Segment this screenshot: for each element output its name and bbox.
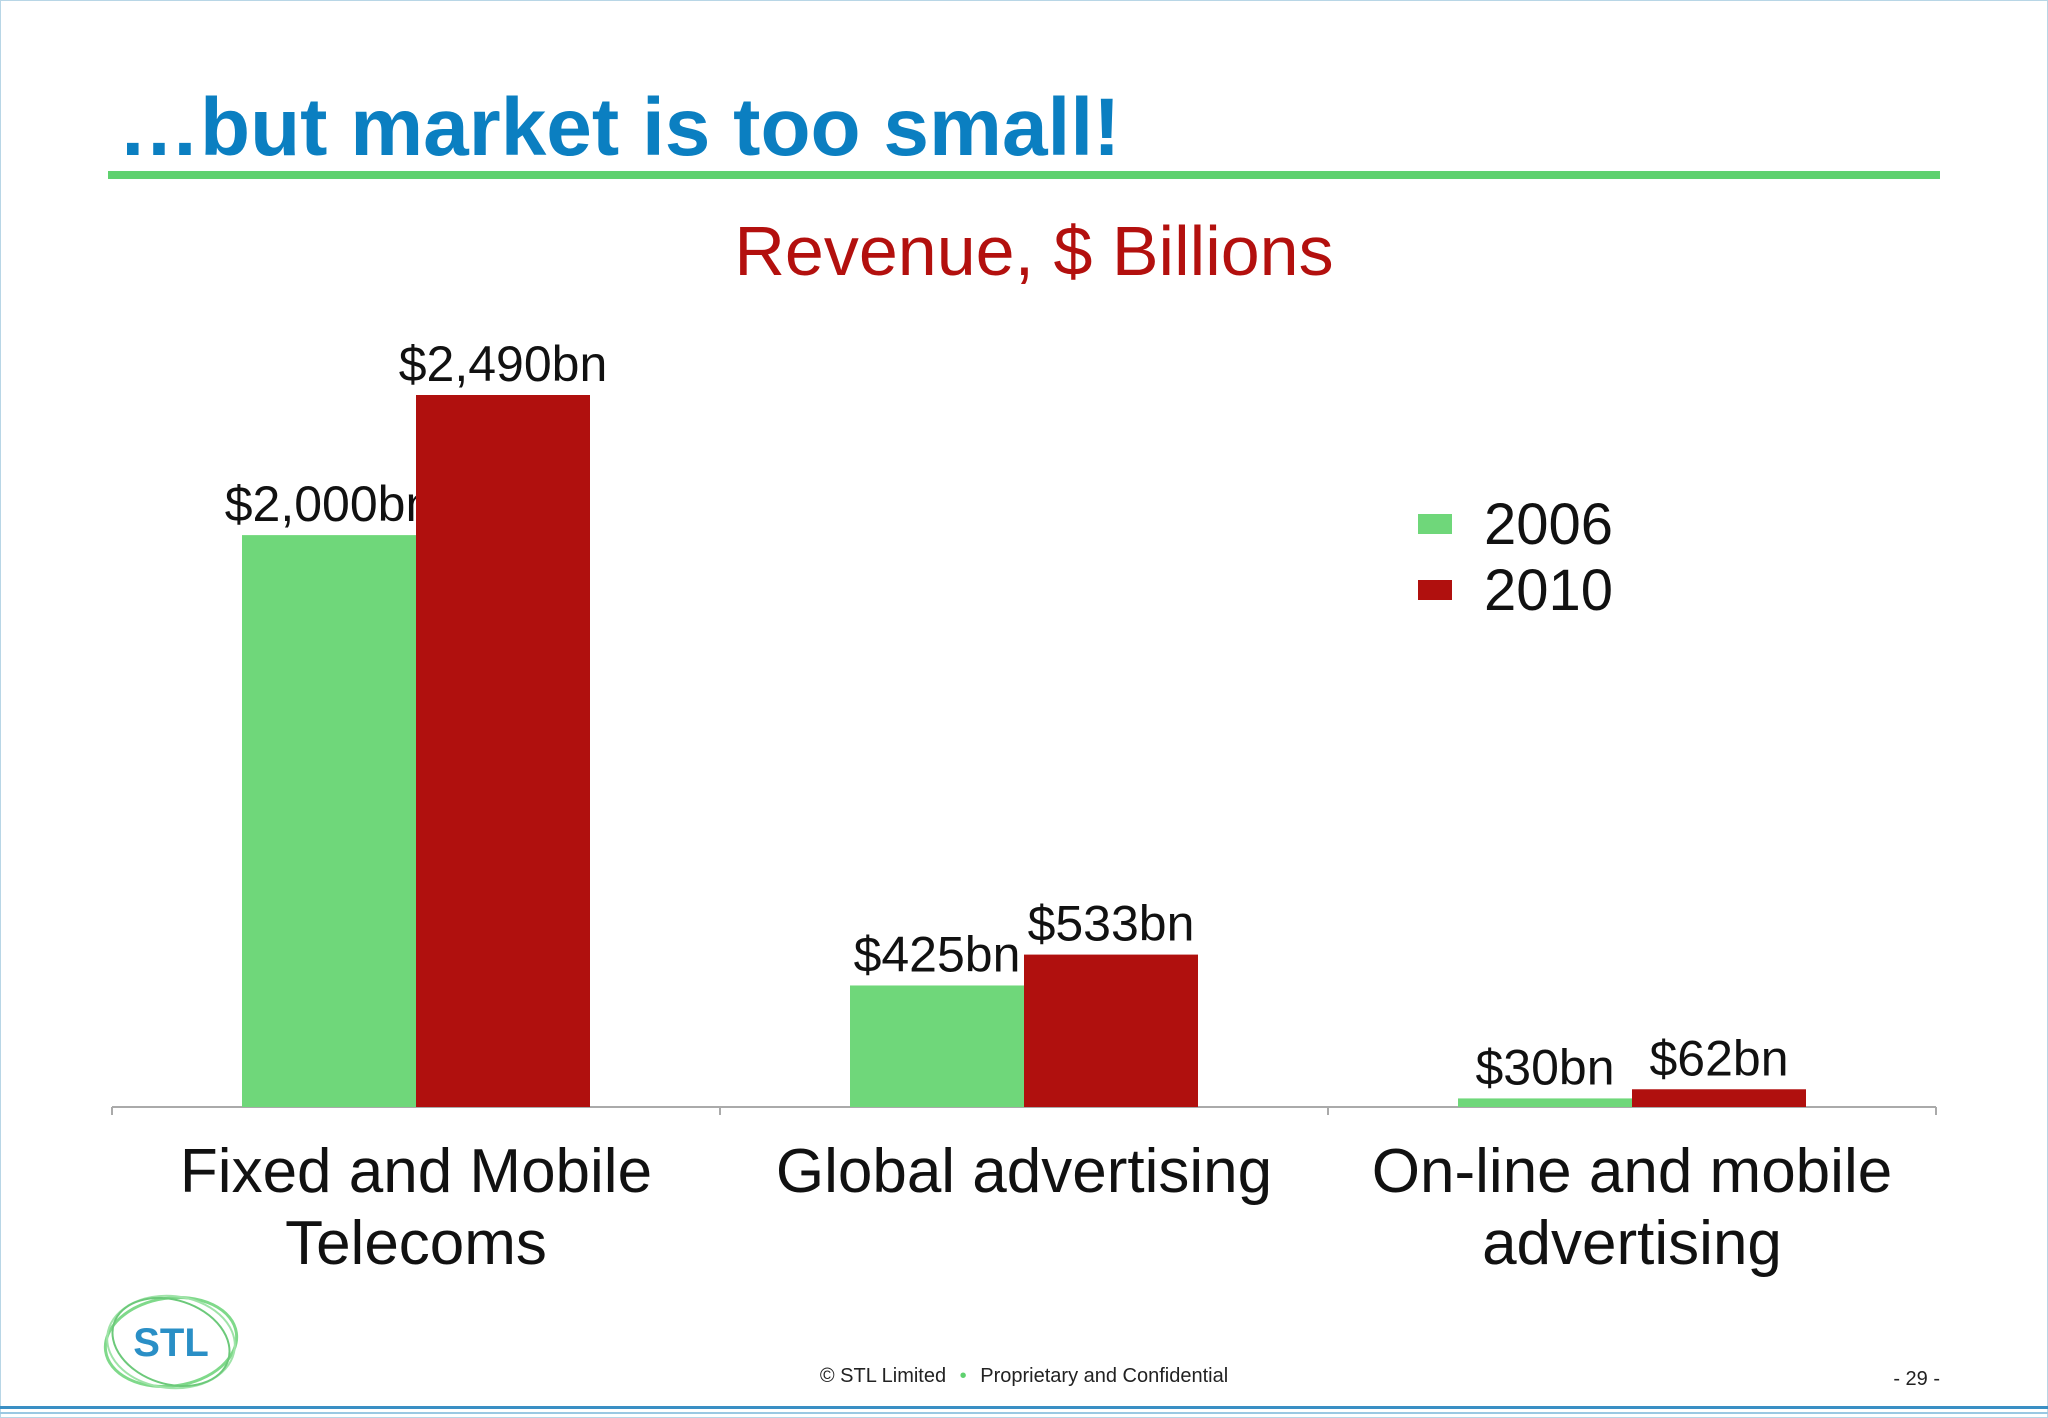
bar-2006 <box>850 985 1024 1107</box>
footer: © STL Limited • Proprietary and Confiden… <box>0 1365 2048 1388</box>
chart-title: Revenue, $ Billions <box>734 212 1333 290</box>
category-label: Global advertising <box>776 1137 1272 1206</box>
bar-2006 <box>1458 1098 1632 1107</box>
title-underline <box>108 171 1940 179</box>
legend-swatch-2006 <box>1418 514 1452 534</box>
bar-2010 <box>1024 954 1198 1107</box>
stl-logo: STL <box>103 1294 239 1390</box>
legend-label-2006: 2006 <box>1484 492 1613 557</box>
footer-confidential: Proprietary and Confidential <box>980 1365 1229 1387</box>
bar-2010 <box>1632 1089 1806 1107</box>
bar-2006 <box>242 535 416 1107</box>
legend-swatch-2010 <box>1418 580 1452 600</box>
category-label: Fixed and Mobile <box>180 1137 652 1206</box>
data-label: $30bn <box>1475 1039 1614 1095</box>
legend-label-2010: 2010 <box>1484 558 1613 623</box>
page-number: - 29 - <box>1893 1368 1940 1390</box>
footer-separator-dot: • <box>959 1365 967 1387</box>
bar-2010 <box>416 395 590 1107</box>
footer-company: STL Limited <box>840 1365 947 1387</box>
bottom-rule <box>0 1406 2048 1409</box>
category-label: Telecoms <box>285 1209 547 1278</box>
data-label: $62bn <box>1649 1030 1788 1086</box>
category-label: advertising <box>1482 1209 1782 1278</box>
data-label: $533bn <box>1028 896 1195 952</box>
copyright-symbol: © <box>819 1365 835 1387</box>
logo-text: STL <box>133 1321 209 1365</box>
category-label: On-line and mobile <box>1372 1137 1892 1206</box>
data-label: $2,000bn <box>225 476 434 532</box>
plot-area: $2,000bn $2,490bn Fixed and MobileTelecoms… <box>111 336 1937 1278</box>
data-label: $2,490bn <box>399 336 608 392</box>
bottom-rule-light <box>0 1412 2048 1414</box>
data-label: $425bn <box>854 926 1021 982</box>
slide-title: …but market is too small! <box>118 82 1121 173</box>
